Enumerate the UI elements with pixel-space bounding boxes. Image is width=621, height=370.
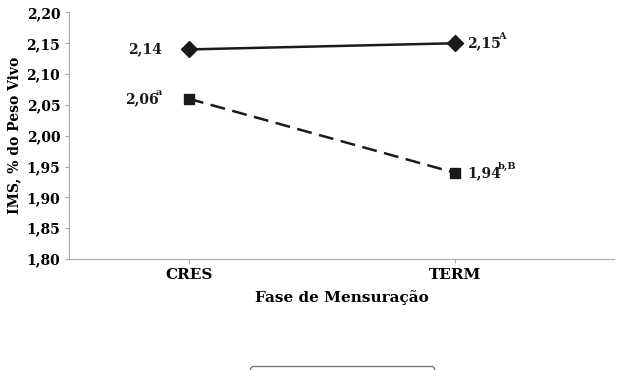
Legend: BR, NE: BR, NE (250, 366, 433, 370)
Text: 1,94: 1,94 (467, 166, 501, 180)
Text: A: A (497, 32, 505, 41)
Text: a: a (155, 88, 162, 97)
Text: 2,15: 2,15 (467, 36, 501, 50)
Text: 2,06: 2,06 (125, 92, 158, 106)
Text: 2,14: 2,14 (128, 43, 161, 57)
X-axis label: Fase de Mensuração: Fase de Mensuração (255, 290, 428, 305)
Text: b,B: b,B (497, 162, 516, 171)
Y-axis label: IMS, % do Peso Vivo: IMS, % do Peso Vivo (7, 57, 21, 214)
